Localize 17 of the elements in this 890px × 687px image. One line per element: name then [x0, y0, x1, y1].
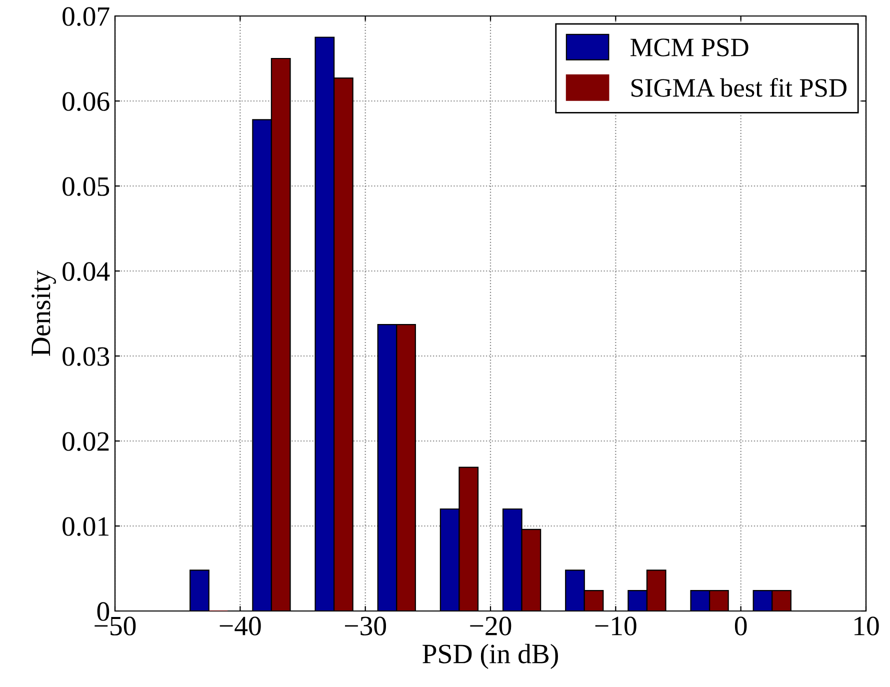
- x-tick-label: −30: [344, 616, 386, 636]
- y-tick-label: 0.04: [62, 262, 110, 282]
- legend-label: MCM PSD: [630, 38, 748, 56]
- y-tick-label: 0.07: [62, 7, 110, 26]
- y-tick-label: 0.03: [62, 347, 110, 366]
- y-tick-label: 0.02: [62, 432, 109, 452]
- x-tick-label: −40: [220, 616, 261, 636]
- y-tick-label: 0.06: [62, 92, 110, 112]
- x-tick-label: −10: [595, 616, 636, 636]
- x-tick-label: 10: [854, 616, 879, 636]
- legend-label: SIGMA best fit PSD: [632, 78, 846, 97]
- y-tick-label: 0.01: [62, 517, 108, 536]
- x-axis-title: PSD (in dB): [422, 644, 558, 670]
- y-tick-label: 0.05: [62, 177, 110, 196]
- y-axis-title: Density: [32, 270, 56, 356]
- x-tick-label: −20: [470, 616, 512, 636]
- x-tick-label: 0: [734, 616, 747, 636]
